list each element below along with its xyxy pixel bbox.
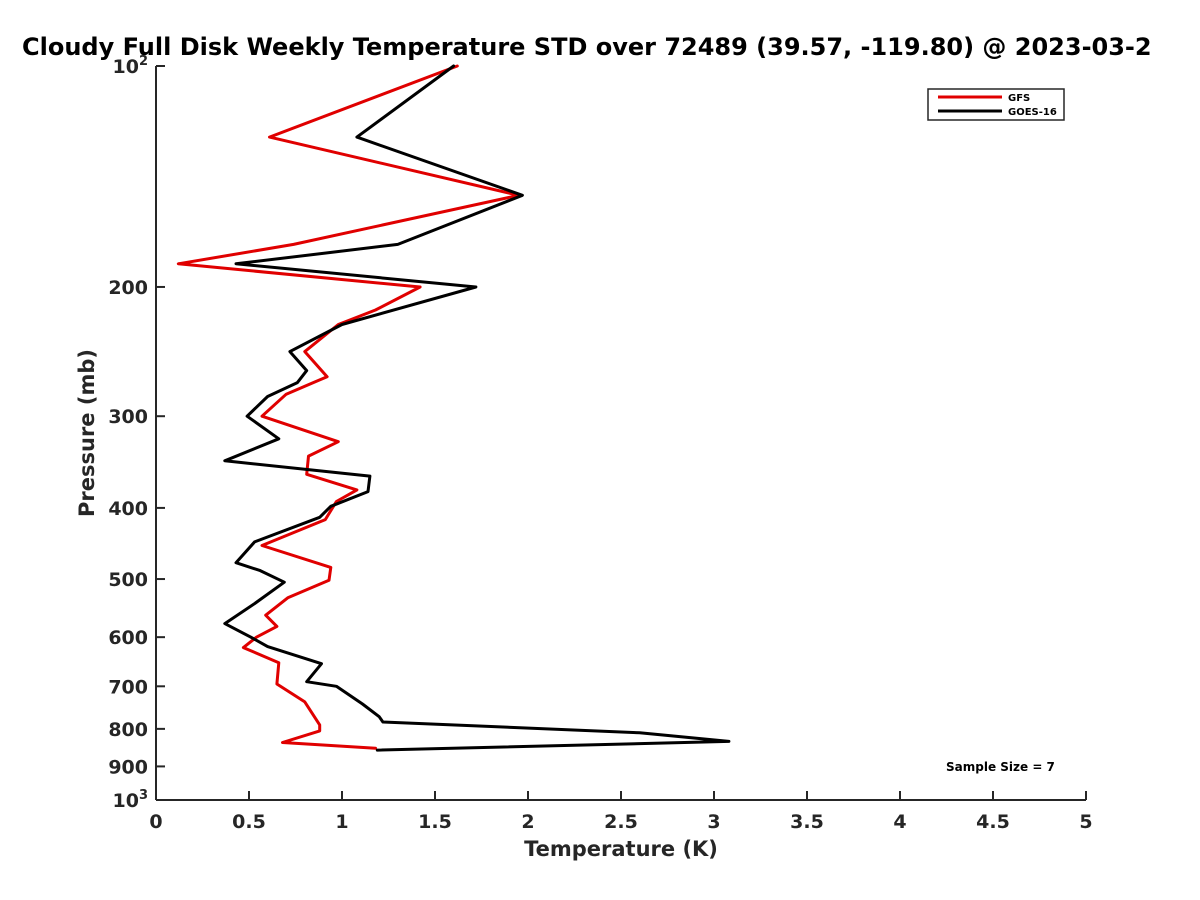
- y-tick-label: 900: [108, 756, 148, 778]
- y-tick-label: 103: [113, 788, 149, 812]
- y-tick-label: 400: [108, 498, 148, 520]
- y-tick-label: 800: [108, 719, 148, 741]
- y-tick-label: 500: [108, 569, 148, 591]
- x-tick-label: 5: [1079, 811, 1092, 833]
- y-tick-label-exponent: 2: [139, 54, 148, 69]
- x-tick-label: 1.5: [418, 811, 452, 833]
- x-axis-ticks: 0 0.5 1 1.5 2 2.5 3 3.5 4 4.5 5: [149, 791, 1093, 833]
- x-tick-label: 2.5: [604, 811, 638, 833]
- x-axis-label: Temperature (K): [524, 837, 718, 861]
- series-line-gfs: [176, 64, 521, 750]
- sample-size-annotation: Sample Size = 7: [946, 760, 1055, 774]
- y-tick-label-exponent: 3: [139, 788, 148, 803]
- y-tick-label: 102: [113, 54, 149, 78]
- y-tick-label: 600: [108, 627, 148, 649]
- legend-box: [927, 88, 1065, 121]
- series-line-goes-16: [223, 64, 731, 752]
- x-tick-label: 4: [893, 811, 906, 833]
- x-tick-label: 3.5: [790, 811, 824, 833]
- y-axis-label: Pressure (mb): [75, 349, 99, 517]
- y-tick-label: 200: [108, 277, 148, 299]
- legend-entries: GFS GOES-16: [938, 93, 1057, 118]
- y-tick-label: 700: [108, 676, 148, 698]
- legend-label-goes-16: GOES-16: [1008, 107, 1057, 118]
- x-tick-label: 0: [149, 811, 162, 833]
- y-tick-label: 300: [108, 406, 148, 428]
- y-tick-label-base: 10: [113, 56, 139, 78]
- series-layer: [176, 64, 731, 752]
- x-tick-label: 1: [335, 811, 348, 833]
- legend-label-gfs: GFS: [1008, 93, 1030, 104]
- chart-title: Cloudy Full Disk Weekly Temperature STD …: [22, 33, 1152, 61]
- x-tick-label: 0.5: [232, 811, 266, 833]
- y-tick-label-base: 10: [113, 790, 139, 812]
- x-tick-label: 2: [521, 811, 534, 833]
- legend: GFS GOES-16: [927, 88, 1065, 121]
- plot-area: 0 0.5 1 1.5 2 2.5 3 3.5 4 4.5 5 102200300400500600…: [108, 54, 1092, 833]
- x-tick-label: 3: [707, 811, 720, 833]
- x-tick-label: 4.5: [976, 811, 1010, 833]
